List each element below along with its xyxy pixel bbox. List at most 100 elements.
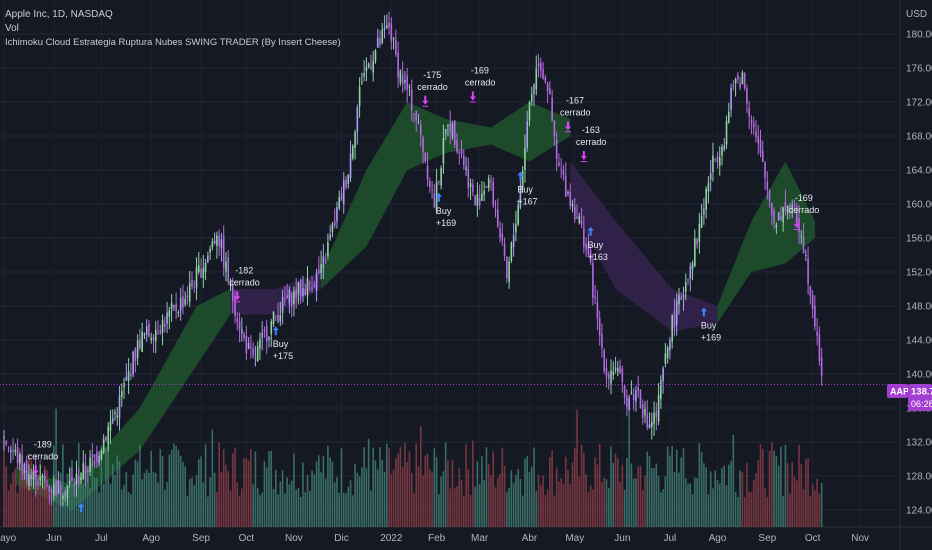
candle-body xyxy=(705,188,707,210)
volume-bar xyxy=(279,481,282,527)
candle-body xyxy=(302,288,304,296)
volume-bar xyxy=(358,476,361,527)
volume-bar xyxy=(472,440,474,527)
time-tick-label: Feb xyxy=(428,533,446,544)
buy-signal-label: Buy xyxy=(273,339,289,349)
candle-body xyxy=(619,366,621,373)
price-axis[interactable]: USD 180.00 176.00 172.00 168.00 164.00 160.00… xyxy=(906,9,932,517)
candle-body xyxy=(490,180,492,182)
volume-bar xyxy=(635,478,637,527)
candle-body xyxy=(415,110,418,121)
candle-body xyxy=(768,189,771,201)
candle-body xyxy=(265,326,268,342)
buy-signal-label: Buy xyxy=(436,206,452,216)
candle-body xyxy=(453,120,456,145)
candle-body xyxy=(728,111,730,123)
volume-bar xyxy=(587,492,590,527)
candle-body xyxy=(3,437,5,439)
volume-bar xyxy=(422,475,424,527)
candle-body xyxy=(231,284,234,301)
volume-bar xyxy=(91,454,94,527)
volume-bar xyxy=(424,455,427,527)
candle-body xyxy=(503,244,506,256)
candle-body xyxy=(340,193,343,201)
volume-bar xyxy=(304,492,307,527)
volume-bar xyxy=(664,476,667,527)
candle-body xyxy=(173,305,175,307)
volume-bar xyxy=(546,490,549,527)
candle-body xyxy=(410,89,413,110)
candle-body xyxy=(114,412,116,414)
buy-arrow-icon xyxy=(587,226,594,236)
price-tick-label: 124.00 xyxy=(906,506,932,517)
volume-bar xyxy=(596,464,599,527)
candle-body xyxy=(478,198,481,206)
candle-body xyxy=(254,357,257,359)
candle-body xyxy=(408,86,411,88)
volume-bar xyxy=(447,460,449,527)
candle-body xyxy=(564,175,567,197)
candle-body xyxy=(82,463,85,480)
volume-bar xyxy=(231,453,234,527)
candle-body xyxy=(583,228,585,247)
candle-body xyxy=(327,242,329,257)
candle-body xyxy=(626,396,628,408)
volume-bar xyxy=(379,447,381,527)
volume-bar xyxy=(433,448,436,527)
volume-bar xyxy=(173,443,175,527)
candle-body xyxy=(55,480,57,497)
volume-bar xyxy=(218,442,220,527)
price-tick-label: 164.00 xyxy=(906,166,932,177)
volume-bar xyxy=(141,479,143,527)
candle-body xyxy=(304,289,307,296)
candle-body xyxy=(601,333,603,348)
volume-bar xyxy=(80,472,82,527)
candle-body xyxy=(426,165,429,180)
volume-bar xyxy=(438,494,440,527)
volume-bar xyxy=(116,455,119,527)
candle-body xyxy=(648,424,651,429)
volume-bar xyxy=(687,483,689,527)
candle-body xyxy=(127,371,130,381)
time-tick-label: Ago xyxy=(709,533,727,544)
volume-bar xyxy=(721,468,723,527)
candle-body xyxy=(123,383,125,388)
candle-body xyxy=(641,404,644,418)
candle-body xyxy=(519,186,522,208)
volume-bar xyxy=(191,477,193,527)
candle-body xyxy=(707,182,710,192)
candle-body xyxy=(195,267,198,288)
volume-bar xyxy=(465,444,467,527)
candle-body xyxy=(311,287,313,290)
candle-body xyxy=(14,449,17,453)
candle-body xyxy=(422,137,424,152)
candle-body xyxy=(252,348,254,356)
time-axis[interactable]: Mayo Jun Jul Ago Sep Oct Nov Dic 2022 Feb Mar Abr Ma… xyxy=(0,533,869,544)
ichimoku-cloud xyxy=(15,102,815,510)
volume-bar xyxy=(632,478,635,527)
candle-body xyxy=(318,269,320,273)
candle-body xyxy=(34,467,37,486)
candle-body xyxy=(521,170,524,188)
candle-body xyxy=(413,113,415,115)
volume-bar xyxy=(508,488,510,527)
candle-body xyxy=(107,426,109,445)
candle-body xyxy=(268,336,270,340)
sell-signal-value: -167 xyxy=(566,95,584,105)
volume-bar xyxy=(592,489,594,527)
candle-body xyxy=(130,373,132,377)
volume-bar xyxy=(646,451,649,527)
candle-body xyxy=(32,470,35,480)
volume-bar xyxy=(213,472,216,527)
volume-bar xyxy=(204,444,207,527)
volume-bar xyxy=(55,408,57,527)
volume-bar xyxy=(136,461,139,527)
volume-bar xyxy=(442,471,445,527)
sell-signal-value: -163 xyxy=(582,125,600,135)
candle-body xyxy=(610,370,612,384)
volume-bar xyxy=(698,443,701,527)
volume-bar xyxy=(773,450,775,527)
candle-body xyxy=(354,132,356,148)
volume-bar xyxy=(397,453,399,527)
